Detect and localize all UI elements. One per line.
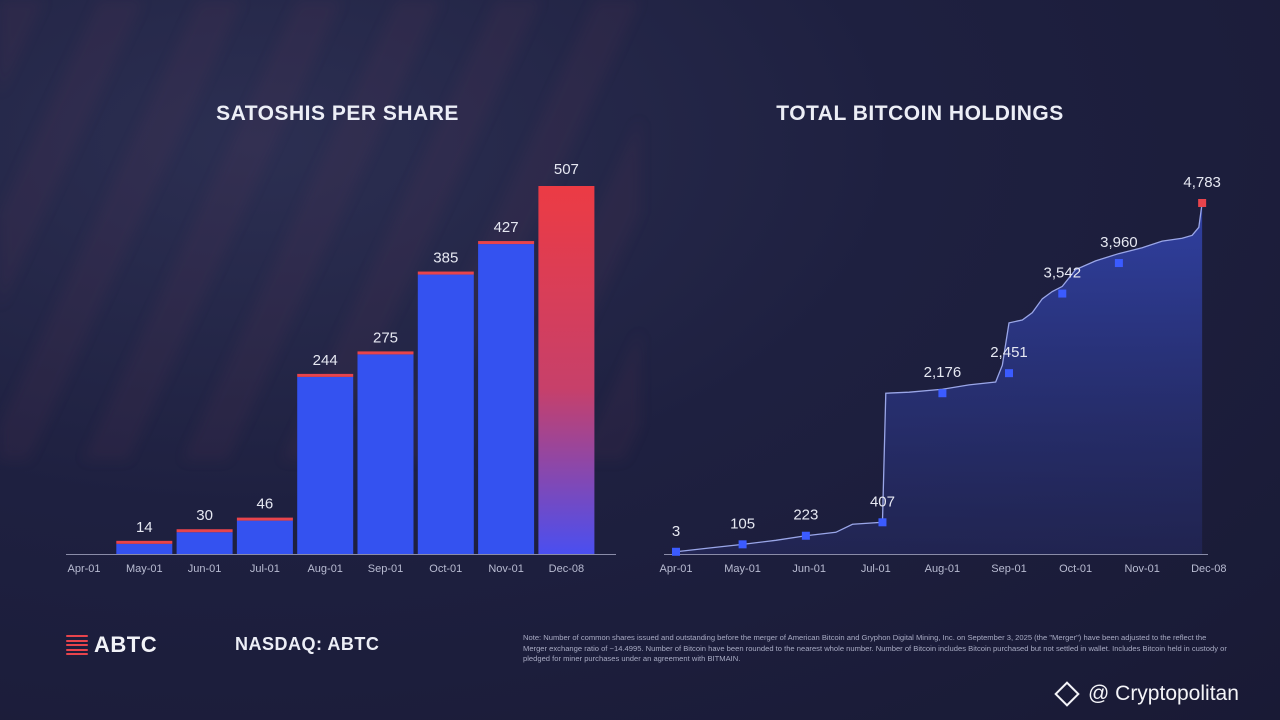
x-tick-label: Apr-01 (67, 563, 100, 575)
point-value-label: 2,451 (990, 344, 1028, 361)
point-value-label: 223 (793, 507, 818, 524)
left-chart-title: SATOSHIS PER SHARE (216, 102, 459, 125)
point-value-label: 407 (870, 493, 895, 510)
bar (116, 543, 173, 554)
x-tick-label: Dec-08 (549, 563, 584, 575)
bar-cap (357, 351, 414, 355)
x-tick-label: Oct-01 (429, 563, 462, 575)
data-point (738, 540, 747, 549)
bar (297, 376, 354, 554)
right-chart-title: TOTAL BITCOIN HOLDINGS (776, 102, 1064, 125)
point-value-label: 2,176 (924, 364, 962, 381)
x-tick-label: Jun-01 (792, 563, 826, 575)
data-point (1114, 259, 1123, 268)
bar (236, 520, 293, 554)
diamond-icon (1054, 681, 1080, 707)
bar-cap (478, 241, 535, 245)
footnote: Note: Number of common shares issued and… (523, 633, 1227, 664)
bar-value-label: 244 (313, 352, 338, 369)
x-tick-label: Sep-01 (991, 563, 1026, 575)
bar-value-label: 30 (196, 507, 213, 524)
x-tick-label: Jul-01 (861, 563, 891, 575)
x-tick-label: Jul-01 (250, 563, 280, 575)
watermark: @ Cryptopolitan (1054, 681, 1239, 707)
point-value-label: 105 (730, 515, 755, 532)
x-tick-label: Aug-01 (925, 563, 960, 575)
x-tick-label: Oct-01 (1059, 563, 1092, 575)
x-tick-label: May-01 (724, 563, 761, 575)
data-point (672, 547, 680, 556)
x-tick-label: Apr-01 (659, 563, 692, 575)
abtc-logo-icon (66, 635, 88, 655)
point-value-label: 4,783 (1183, 174, 1221, 191)
data-point-highlight (1198, 199, 1207, 207)
data-point (1058, 289, 1067, 298)
bar-cap (297, 373, 354, 377)
bar-cap (236, 517, 293, 521)
x-tick-label: Jun-01 (188, 563, 222, 575)
bar (357, 354, 414, 554)
bar-value-label: 507 (554, 161, 579, 178)
data-point (938, 389, 947, 398)
data-point (1005, 369, 1013, 378)
bar-value-label: 14 (136, 519, 153, 536)
bar-value-label: 275 (373, 329, 398, 346)
holdings-area (676, 203, 1203, 554)
bar-value-label: 427 (494, 219, 519, 236)
bar-cap (417, 271, 474, 275)
x-tick-label: Dec-08 (1191, 563, 1226, 575)
data-point (801, 531, 810, 540)
x-tick-label: Nov-01 (1124, 563, 1159, 575)
point-value-label: 3 (672, 523, 680, 540)
bar (417, 274, 474, 554)
point-value-label: 3,542 (1044, 265, 1082, 282)
bar (176, 532, 233, 554)
bar-value-label: 385 (433, 250, 458, 267)
x-tick-label: Sep-01 (368, 563, 403, 575)
ticker-label: NASDAQ: ABTC (235, 634, 380, 654)
bar-value-label: 46 (257, 496, 274, 513)
bar-highlight (538, 186, 595, 554)
logo-text: ABTC (94, 632, 158, 657)
bar-cap (116, 540, 173, 544)
abtc-logo: ABTC (66, 632, 157, 658)
data-point (878, 518, 887, 527)
x-tick-label: May-01 (126, 563, 163, 575)
holdings-line (675, 202, 1203, 553)
x-tick-label: Aug-01 (307, 563, 342, 575)
bar-cap (176, 529, 233, 533)
bar (478, 244, 535, 554)
watermark-text: @ Cryptopolitan (1088, 682, 1239, 705)
point-value-label: 3,960 (1100, 234, 1138, 251)
x-tick-label: Nov-01 (488, 563, 523, 575)
